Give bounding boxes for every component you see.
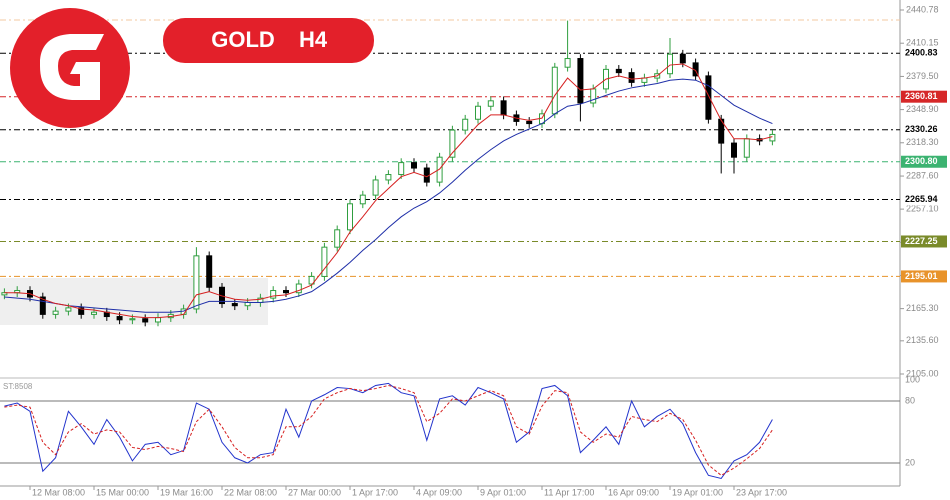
level-tag [901, 235, 947, 248]
x-tick-label: 27 Mar 00:00 [288, 487, 341, 497]
candle-body [206, 255, 213, 288]
symbol: GOLD [211, 27, 275, 52]
level-label: 2265.94 [905, 194, 938, 204]
x-tick-label: 23 Apr 17:00 [736, 487, 787, 497]
x-tick-label: 16 Apr 09:00 [608, 487, 659, 497]
level-label: 2195.01 [905, 271, 938, 281]
indicator-title: ST:8508 [3, 382, 33, 391]
level-label: 2330.26 [905, 124, 938, 134]
y-tick-label: 2287.60 [906, 170, 939, 180]
candle-body [398, 162, 405, 176]
x-tick-label: 12 Mar 08:00 [32, 487, 85, 497]
moving-average [4, 63, 773, 319]
candle-body [52, 310, 59, 315]
x-tick-label: 4 Apr 09:00 [416, 487, 462, 497]
candle-body [155, 317, 161, 323]
candle-body [116, 316, 123, 321]
x-tick-label: 22 Mar 08:00 [224, 487, 277, 497]
oscillator-line [4, 384, 773, 476]
candle-body [564, 58, 571, 68]
candle-body [475, 105, 481, 120]
level-tag [901, 155, 947, 168]
candle-body [667, 53, 673, 75]
logo-circle [10, 8, 130, 128]
level-tag [901, 270, 947, 283]
candle-body [641, 77, 648, 83]
candle-body [295, 283, 302, 294]
y-tick-label: 20 [905, 457, 915, 467]
y-tick-label: 100 [905, 375, 920, 385]
candle-body [411, 162, 417, 169]
y-tick-label: 2440.78 [906, 4, 939, 14]
candle-body [65, 307, 72, 312]
x-tick-label: 19 Mar 16:00 [160, 487, 213, 497]
y-tick-label: 2348.90 [906, 104, 939, 114]
candle-body [372, 179, 379, 196]
y-tick-label: 2379.50 [906, 71, 939, 81]
candle-body [769, 133, 776, 142]
candle-body [590, 88, 597, 104]
candle-body [500, 100, 507, 116]
candle-body [423, 167, 430, 183]
candle-body [577, 58, 584, 104]
candle-body [193, 255, 200, 310]
level-tag [901, 47, 947, 60]
y-tick-label: 2105.00 [906, 368, 939, 378]
plot: 2440.78 2410.15 2379.50 2348.90 2318.30 2287.… [0, 4, 947, 497]
candle-body [385, 174, 392, 181]
candle-body [39, 296, 46, 315]
candle-body [359, 194, 366, 205]
candle-body [551, 66, 558, 115]
candle-body [334, 229, 341, 248]
moving-average [4, 78, 773, 313]
x-tick-label: 15 Mar 00:00 [96, 487, 149, 497]
oscillator-line [4, 382, 773, 479]
candle-body [731, 142, 737, 158]
candle-body [449, 129, 456, 158]
level-tag [901, 90, 947, 103]
x-tick-label: 9 Apr 01:00 [480, 487, 526, 497]
logo-mark [40, 34, 104, 100]
candle-body [628, 72, 635, 83]
logo [10, 8, 130, 128]
y-tick-label: 2135.60 [906, 335, 939, 345]
level-tag [901, 193, 947, 206]
y-tick-label: 2257.10 [906, 203, 939, 213]
x-tick-label: 11 Apr 17:00 [544, 487, 594, 497]
candle-body [347, 203, 353, 231]
candle-body [283, 290, 289, 294]
level-tag [901, 123, 947, 136]
candle-body [231, 303, 238, 307]
level-label: 2300.80 [905, 156, 938, 166]
y-tick-label: 2318.30 [906, 137, 939, 147]
y-tick-label: 2165.30 [906, 303, 939, 313]
candle-body [743, 138, 750, 158]
level-label: 2400.83 [905, 48, 938, 58]
candle-body [91, 311, 97, 315]
candle-body [462, 118, 469, 131]
title-pill [163, 18, 374, 63]
candle-body [308, 275, 315, 285]
x-tick-label: 1 Apr 17:00 [352, 487, 398, 497]
level-label: 2360.81 [905, 91, 938, 101]
timeframe: H4 [299, 27, 328, 52]
candle-body [142, 318, 149, 323]
candle-body [78, 307, 85, 315]
candle-body [615, 68, 622, 74]
candle-body [270, 290, 277, 299]
x-tick-label: 19 Apr 01:00 [672, 487, 723, 497]
candle-body [129, 318, 136, 321]
candle-body [487, 100, 494, 107]
level-label: 2227.25 [905, 236, 938, 246]
y-tick-label: 2410.15 [906, 38, 939, 48]
candle-body [526, 120, 533, 125]
candle-body [321, 246, 328, 277]
candle-body [705, 75, 712, 120]
y-tick-label: 80 [905, 395, 915, 405]
candle-body [679, 53, 686, 64]
